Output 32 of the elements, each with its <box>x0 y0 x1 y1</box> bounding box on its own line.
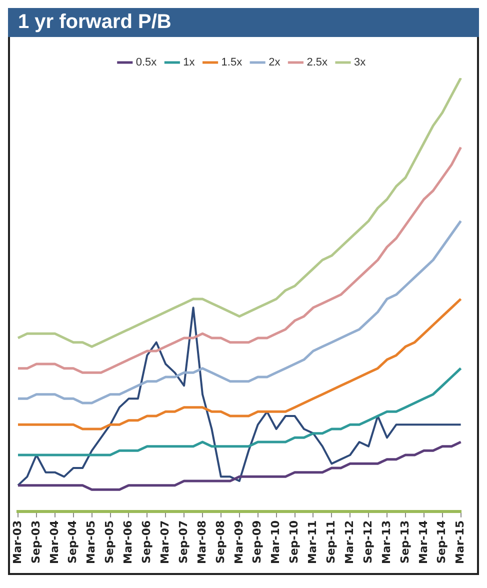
x-tick-label: Sep-07 <box>176 520 190 564</box>
x-tick-label: Sep-14 <box>435 520 448 564</box>
x-tick-label: Mar-08 <box>195 520 208 564</box>
x-tick-label: Sep-09 <box>250 520 264 564</box>
legend-label: 2x <box>268 56 281 69</box>
chart-title: 1 yr forward P/B <box>8 8 479 37</box>
x-tick-label: Sep-08 <box>214 520 227 564</box>
x-tick-label: Sep-06 <box>140 520 154 564</box>
x-tick-label: Mar-05 <box>84 520 98 564</box>
legend-label: 0.5x <box>136 56 158 69</box>
x-tick-label: Mar-03 <box>10 520 24 564</box>
legend-label: 1.5x <box>221 56 243 69</box>
x-tick-label: Sep-03 <box>29 520 42 564</box>
x-tick-label: Mar-10 <box>269 520 282 564</box>
legend-label: 2.5x <box>306 56 328 69</box>
x-tick-label: Sep-10 <box>288 520 301 564</box>
x-tick-label: Mar-06 <box>122 520 135 564</box>
x-tick-label: Mar-14 <box>416 520 430 564</box>
x-tick-label: Mar-15 <box>454 520 467 564</box>
x-tick-label: Sep-04 <box>66 520 80 564</box>
x-tick-label: Mar-09 <box>232 520 246 564</box>
x-tick-label: Sep-05 <box>103 520 116 564</box>
legend-label: 1x <box>183 56 196 69</box>
x-tick-label: Mar-04 <box>48 520 61 564</box>
x-tick-label: Sep-13 <box>398 520 412 564</box>
x-tick-label: Mar-11 <box>306 520 320 564</box>
legend-label: 3x <box>354 56 366 69</box>
x-tick-label: Mar-13 <box>380 520 393 564</box>
x-tick-label: Sep-11 <box>324 520 338 564</box>
x-tick-label: Sep-12 <box>361 520 374 564</box>
x-tick-label: Mar-12 <box>342 520 356 564</box>
x-tick-label: Mar-07 <box>158 520 172 564</box>
